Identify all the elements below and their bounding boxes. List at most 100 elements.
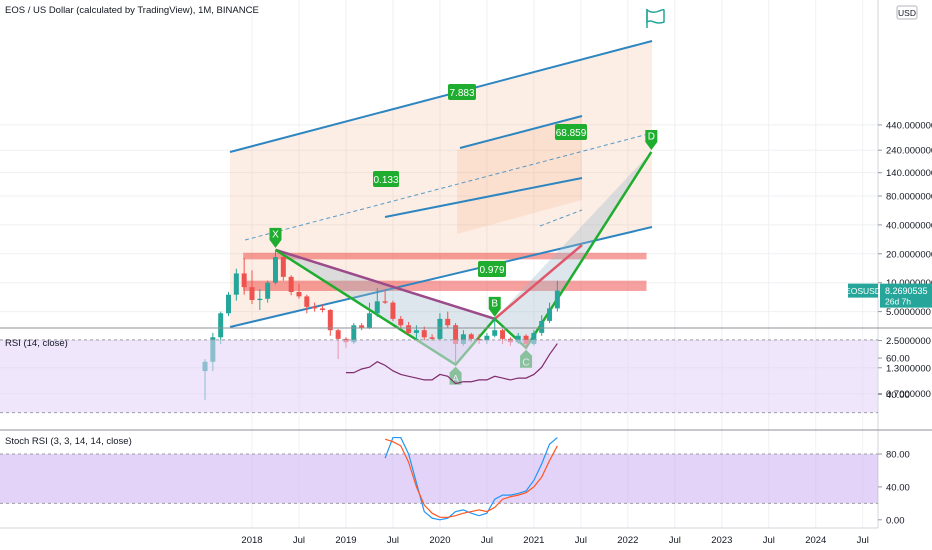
ratio-box-label: 7.883 xyxy=(449,88,474,99)
candle-body xyxy=(421,330,427,338)
candle-body xyxy=(390,302,396,319)
candle-body xyxy=(249,287,255,301)
resistance-zone xyxy=(243,280,647,291)
candle-body xyxy=(445,318,451,326)
point-tag-label: X xyxy=(272,229,279,240)
candle xyxy=(296,283,302,299)
ratio-box-bg xyxy=(448,84,476,100)
candle-body xyxy=(218,313,224,338)
time-tick-label: Jul xyxy=(857,535,869,546)
point-tag-bg xyxy=(645,129,658,150)
candle-body xyxy=(406,325,412,333)
candle-body xyxy=(257,298,263,301)
candle xyxy=(226,292,232,316)
candle-body xyxy=(539,320,545,333)
candle xyxy=(327,309,333,336)
candle-body xyxy=(554,290,560,309)
time-axis: 2018 Jul 2019 Jul 2020 Jul 2021 Jul 2022 Jul 2023 J… xyxy=(241,535,868,546)
price-tick-label: 40.0000000 xyxy=(886,220,932,231)
price-axis: 440.0000000 240.0000000 140.0000000 80.0000… xyxy=(845,0,932,528)
last-price-symbol-bg xyxy=(848,283,878,298)
ratio-box-bg xyxy=(478,261,506,277)
candle-body xyxy=(319,308,325,310)
candle xyxy=(539,315,545,336)
candle-body xyxy=(366,313,372,328)
candle xyxy=(280,256,286,281)
candle-body xyxy=(500,330,506,339)
ratio-bd: 68.859 xyxy=(555,124,587,140)
candle xyxy=(547,302,553,324)
stoch-rsi-pane: Stoch RSI (3, 3, 14, 14, close) 80.00 40.0… xyxy=(0,436,910,526)
candle-body xyxy=(312,306,318,309)
channel-fill-inner xyxy=(457,116,582,234)
candle xyxy=(272,249,278,285)
candle-body xyxy=(492,330,498,336)
candle-body xyxy=(288,276,294,293)
last-price-value: 8.2690535 xyxy=(885,286,928,296)
channel-median-line xyxy=(244,132,653,241)
time-tick-label: 2023 xyxy=(711,535,732,546)
resistance-zone xyxy=(243,252,647,260)
time-tick-label: Jul xyxy=(763,535,775,546)
candle-body xyxy=(398,318,404,326)
candle-body xyxy=(468,334,474,339)
candle-body xyxy=(476,338,482,341)
candle-body xyxy=(241,273,247,288)
rsi-band xyxy=(0,339,878,413)
candle xyxy=(312,302,318,312)
pattern-fill-bcd xyxy=(494,151,652,348)
inner-channel-upper-line xyxy=(459,115,583,149)
candle-body xyxy=(453,325,459,344)
pattern-bd-projection xyxy=(493,244,583,320)
price-tick-label: 20.0000000 xyxy=(886,249,932,260)
candle xyxy=(257,288,263,310)
currency-badge: USD xyxy=(896,5,918,20)
candle-body xyxy=(233,273,239,295)
candle-body xyxy=(523,335,529,344)
candle xyxy=(445,311,451,328)
candle-body xyxy=(515,335,521,343)
price-tick-label: 5.0000000 xyxy=(886,307,931,318)
time-tick-label: 2024 xyxy=(805,535,826,546)
time-tick-label: 2019 xyxy=(335,535,356,546)
point-tag-bg xyxy=(488,296,501,317)
channel-median-line-2 xyxy=(539,209,583,227)
candle-body xyxy=(296,292,302,297)
inner-channel-mid-line xyxy=(384,177,583,218)
pattern-point-x: X xyxy=(269,227,282,248)
pattern-xb-line xyxy=(275,248,496,321)
last-price-value-bg xyxy=(880,283,932,308)
point-tag-bg xyxy=(269,227,282,248)
currency-badge-bg xyxy=(896,5,918,20)
candle xyxy=(249,270,255,304)
channel-lower-line xyxy=(229,226,653,328)
price-tick-label: 140.0000000 xyxy=(886,168,932,179)
candle-countdown: 26d 7h xyxy=(885,297,911,307)
candle-body xyxy=(335,330,341,339)
candle xyxy=(265,280,271,303)
candle-body xyxy=(226,294,232,314)
candle xyxy=(304,294,310,314)
chart-title: EOS / US Dollar (calculated by TradingVi… xyxy=(5,5,259,16)
time-tick-label: 2022 xyxy=(617,535,638,546)
candle-body xyxy=(351,325,357,343)
time-tick-label: Jul xyxy=(387,535,399,546)
point-tag-label: B xyxy=(491,298,498,309)
candle-body xyxy=(460,334,466,344)
ratio-box-bg xyxy=(555,124,587,140)
candle-body xyxy=(484,335,490,341)
candle xyxy=(366,302,372,329)
candle xyxy=(319,304,325,313)
pattern-point-b: B xyxy=(488,296,501,317)
candle xyxy=(398,315,404,328)
ratio-box-label: 0.133 xyxy=(373,175,398,186)
candle-body xyxy=(327,309,333,331)
price-tick-label: 240.0000000 xyxy=(886,146,932,157)
ratio-ac: 0.979 xyxy=(478,261,506,277)
candle-body xyxy=(547,308,553,321)
candle-body xyxy=(382,301,388,303)
stoch-band xyxy=(0,454,878,504)
